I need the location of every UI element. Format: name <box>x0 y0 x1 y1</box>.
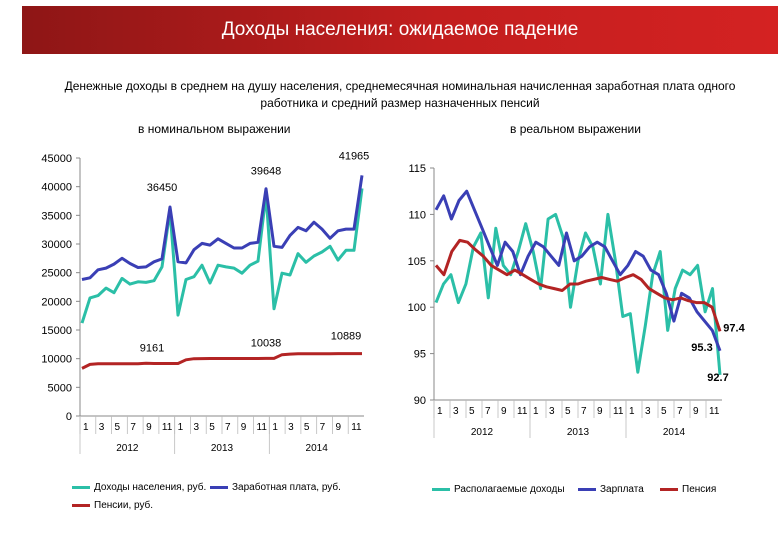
nominal-series-pension <box>81 352 362 370</box>
legend-label-wage: Заработная плата, руб. <box>232 482 341 493</box>
real-x-tick-label: 1 <box>437 406 443 417</box>
real-year-label: 2014 <box>663 427 686 438</box>
title-banner: Доходы населения: ожидаемое падение <box>22 6 778 54</box>
real-x-tick-label: 5 <box>565 406 571 417</box>
legend-swatch-disposable-income <box>432 487 450 491</box>
left-chart-title: в номинальном выражении <box>138 122 291 136</box>
real-year-label: 2012 <box>471 427 494 438</box>
real-x-tick-label: 11 <box>709 406 720 417</box>
legend-swatch-real-wage <box>578 487 596 491</box>
right-chart-title: в реальном выражении <box>510 122 641 136</box>
nominal-y-tick-label: 45000 <box>41 153 72 165</box>
nominal-x-tick-label: 11 <box>162 422 173 433</box>
nominal-x-tick-label: 5 <box>209 422 215 433</box>
real-y-tick-label: 115 <box>408 163 426 175</box>
nominal-x-tick-label: 11 <box>351 422 362 433</box>
real-x-tick-label: 9 <box>597 406 603 417</box>
nominal-x-tick-label: 1 <box>178 422 184 433</box>
real-x-tick-label: 9 <box>693 406 699 417</box>
nominal-data-label: 10038 <box>251 337 282 349</box>
nominal-chart: 0 5000 10000 15000 20000 25000 30000 35000 40000… <box>41 150 370 454</box>
nominal-y-tick-label: 0 <box>66 411 72 423</box>
nominal-x-tick-label: 3 <box>99 422 105 433</box>
nominal-y-tick-label: 5000 <box>48 382 72 394</box>
nominal-x-tick-label: 1 <box>272 422 278 433</box>
nominal-x-tick-label: 7 <box>130 422 136 433</box>
nominal-data-label: 41965 <box>339 150 370 162</box>
legend-swatch-real-pension <box>660 487 678 491</box>
nominal-y-tick-label: 30000 <box>41 239 72 251</box>
nominal-x-tick-label: 3 <box>193 422 199 433</box>
real-x-tick-label: 1 <box>533 406 539 417</box>
nominal-year-label: 2012 <box>116 443 139 454</box>
real-x-tick-label: 7 <box>581 406 587 417</box>
nominal-y-tick-label: 10000 <box>41 354 72 366</box>
real-data-label: 97.4 <box>723 322 745 334</box>
legend-item-pension: Пенсии, руб. <box>72 500 153 511</box>
nominal-data-label: 9161 <box>140 342 164 354</box>
nominal-y-tick-label: 15000 <box>41 325 72 337</box>
nominal-data-label: 10889 <box>331 331 362 343</box>
real-data-label: 95.3 <box>691 342 712 354</box>
nominal-data-label: 39648 <box>251 166 282 178</box>
nominal-y-tick-label: 40000 <box>41 182 72 194</box>
real-x-tick-label: 7 <box>485 406 491 417</box>
nominal-series-income <box>80 188 364 324</box>
nominal-x-tick-label: 7 <box>320 422 326 433</box>
real-year-label: 2013 <box>567 427 590 438</box>
nominal-x-tick-label: 5 <box>115 422 121 433</box>
nominal-x-tick-label: 9 <box>146 422 152 433</box>
nominal-y-tick-label: 25000 <box>41 268 72 280</box>
legend-item-disposable-income: Располагаемые доходы <box>432 484 565 495</box>
legend-item-wage: Заработная плата, руб. <box>210 482 341 493</box>
nominal-year-label: 2014 <box>306 443 329 454</box>
real-y-tick-label: 90 <box>414 395 426 407</box>
legend-item-income: Доходы населения, руб. <box>72 482 206 493</box>
real-x-tick-label: 3 <box>453 406 459 417</box>
real-x-tick-label: 1 <box>629 406 635 417</box>
real-x-tick-label: 9 <box>501 406 507 417</box>
real-x-tick-label: 5 <box>469 406 475 417</box>
legend-swatch-wage <box>210 485 228 489</box>
real-y-tick-label: 110 <box>408 209 426 221</box>
legend-swatch-income <box>72 485 90 489</box>
legend-swatch-pension <box>72 503 90 507</box>
real-series-income <box>434 212 722 376</box>
legend-label-income: Доходы населения, руб. <box>94 482 207 493</box>
legend-label-disposable-income: Располагаемые доходы <box>454 484 565 495</box>
nominal-year-label: 2013 <box>211 443 234 454</box>
real-x-tick-label: 11 <box>517 406 528 417</box>
chart-subtitle: Денежные доходы в среднем на душу населе… <box>64 79 736 110</box>
real-x-tick-label: 11 <box>613 406 624 417</box>
nominal-x-tick-label: 7 <box>225 422 231 433</box>
real-x-tick-label: 3 <box>645 406 651 417</box>
nominal-series-wage <box>81 175 364 281</box>
nominal-y-tick-label: 35000 <box>41 210 72 222</box>
nominal-x-tick-label: 9 <box>241 422 247 433</box>
real-x-tick-label: 5 <box>661 406 667 417</box>
real-series-pension <box>434 238 722 332</box>
real-y-tick-label: 100 <box>408 302 426 314</box>
page-title: Доходы населения: ожидаемое падение <box>221 19 579 40</box>
legend-label-real-pension: Пенсия <box>682 484 717 495</box>
real-data-label: 92.7 <box>707 372 728 384</box>
nominal-x-tick-label: 5 <box>304 422 310 433</box>
legend-label-real-wage: Зарплата <box>600 484 644 495</box>
legend-item-real-wage: Зарплата <box>578 484 644 495</box>
nominal-x-tick-label: 1 <box>83 422 89 433</box>
nominal-y-tick-label: 20000 <box>41 296 72 308</box>
nominal-x-tick-label: 9 <box>335 422 341 433</box>
real-x-tick-label: 3 <box>549 406 555 417</box>
legend-label-pension: Пенсии, руб. <box>94 500 154 511</box>
real-y-tick-label: 95 <box>414 349 426 361</box>
nominal-x-tick-label: 3 <box>288 422 294 433</box>
legend-item-real-pension: Пенсия <box>660 484 716 495</box>
real-series-wage <box>434 189 722 352</box>
nominal-x-tick-label: 11 <box>257 422 268 433</box>
real-x-tick-label: 7 <box>677 406 683 417</box>
real-y-tick-label: 105 <box>408 256 426 268</box>
nominal-data-label: 36450 <box>147 182 178 194</box>
